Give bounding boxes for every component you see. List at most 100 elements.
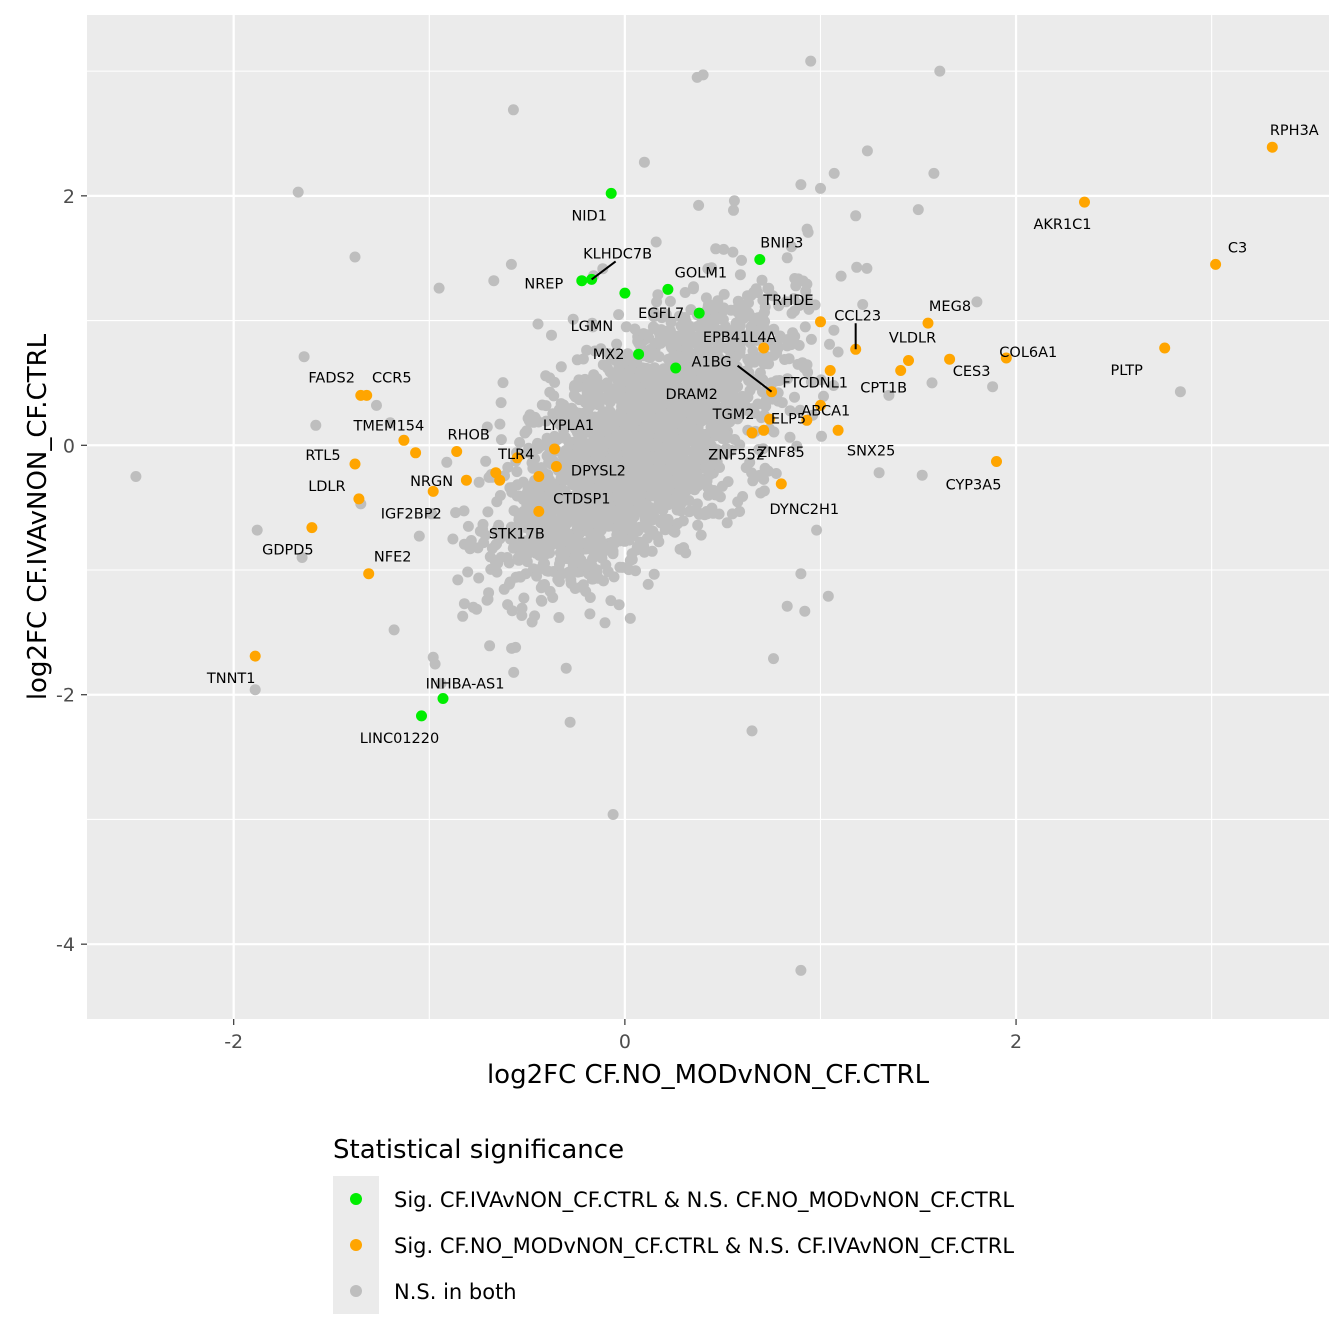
ns-cloud-point (494, 490, 506, 501)
ns-cloud-point (672, 462, 684, 474)
sig-nomod-point (1210, 258, 1222, 270)
sig-nomod-point (549, 443, 560, 455)
sig-nomod-point (460, 474, 472, 486)
ns-cloud-point (491, 538, 503, 550)
ns-cloud-point (605, 595, 617, 607)
ns-cloud-point (622, 498, 634, 510)
ns-cloud-point (712, 295, 724, 307)
legend-key-ivan (350, 1193, 362, 1205)
sig-nomod-point (764, 413, 776, 425)
sig-nomod-point (306, 522, 318, 534)
ns-cloud-point (560, 505, 572, 517)
ns-point (371, 399, 382, 411)
ns-cloud-point (693, 472, 705, 484)
ns-cloud-point (477, 523, 489, 535)
ns-cloud-point (586, 507, 598, 519)
major-gridlines (87, 15, 1329, 1019)
ns-cloud-point (734, 346, 746, 358)
ns-cloud-point (781, 340, 793, 352)
gene-label: LDLR (308, 479, 345, 495)
sig-nomod-point (815, 399, 826, 411)
ns-cloud-point (615, 352, 626, 364)
ns-point (1174, 386, 1186, 398)
ns-cloud-point (664, 295, 676, 307)
ns-cloud-point (441, 456, 453, 468)
ns-cloud-point (659, 449, 671, 461)
y-tick-label: 2 (63, 186, 75, 208)
ns-cloud-point (681, 458, 692, 470)
ns-cloud-point (653, 536, 665, 548)
ns-cloud-point (725, 304, 737, 316)
ns-cloud-point (728, 394, 740, 406)
gene-label: IGF2BP2 (381, 506, 442, 522)
ns-cloud-point (794, 404, 806, 416)
ns-cloud-point (800, 294, 812, 306)
ns-cloud-point (576, 445, 588, 457)
ns-cloud-point (629, 323, 641, 335)
ns-cloud-point (495, 551, 507, 563)
ns-cloud-point (793, 339, 805, 351)
ns-cloud-point (542, 492, 554, 504)
ns-cloud-point (586, 573, 598, 585)
ns-cloud-point (463, 541, 475, 552)
ns-cloud-point (683, 375, 695, 387)
ns-cloud-point (585, 400, 597, 412)
ns-point (564, 716, 576, 728)
sig-nomod-point (758, 342, 770, 354)
sig-nomod-point (249, 650, 261, 662)
ns-cloud-point (452, 574, 464, 586)
ns-cloud-point (526, 616, 538, 628)
ns-cloud-point (710, 243, 722, 255)
ns-cloud-point (568, 497, 580, 509)
ns-cloud-point (713, 313, 725, 325)
ns-point (861, 145, 873, 157)
gene-label: INHBA-AS1 (426, 677, 505, 693)
sig-nomod-point (1266, 141, 1278, 153)
ns-cloud-point (642, 329, 654, 341)
ns-cloud-point (597, 406, 609, 418)
ns-cloud-point (700, 292, 712, 304)
ns-cloud-point (607, 548, 619, 560)
ns-cloud-point (615, 409, 627, 421)
ns-cloud-point (643, 469, 655, 481)
gene-label: CCR5 (372, 370, 412, 386)
gene-label: VLDLR (889, 331, 936, 347)
ns-cloud-point (803, 303, 815, 315)
gene-label: DRAM2 (666, 387, 718, 403)
ns-cloud-point (447, 533, 459, 545)
ns-cloud-point (648, 310, 660, 322)
ns-point (926, 377, 938, 389)
ns-cloud-point (800, 285, 812, 297)
ns-cloud-point (759, 301, 771, 313)
ns-cloud-point (612, 530, 624, 542)
ns-cloud-point (696, 333, 708, 345)
ns-cloud-point (603, 466, 614, 478)
ns-cloud-point (666, 400, 677, 412)
ns-cloud-point (655, 337, 667, 349)
gene-label: DYNC2H1 (770, 502, 840, 518)
ns-cloud-point (824, 338, 835, 350)
sig-iva-point (576, 275, 588, 287)
ns-cloud-point (574, 427, 586, 439)
sig-nomod-point (824, 365, 836, 376)
ns-cloud-point (851, 261, 863, 273)
ns-cloud-point (601, 392, 613, 404)
ns-cloud-point (635, 369, 647, 381)
ns-cloud-point (708, 320, 720, 332)
ns-cloud-point (711, 444, 723, 456)
ns-cloud-point (630, 565, 641, 577)
ns-cloud-point (818, 390, 829, 402)
gene-label: TMEM154 (353, 418, 425, 434)
ns-cloud-point (694, 343, 706, 355)
ns-point (726, 508, 738, 520)
ns-cloud-point (751, 334, 762, 346)
ns-cloud-point (734, 269, 746, 281)
ns-cloud-point (568, 389, 580, 401)
ns-cloud-point (663, 440, 675, 452)
ns-cloud-point (785, 241, 797, 253)
ns-cloud-point (561, 445, 573, 457)
ns-cloud-point (458, 505, 470, 517)
ns-cloud-point (815, 374, 827, 386)
ns-cloud-point (502, 461, 514, 473)
